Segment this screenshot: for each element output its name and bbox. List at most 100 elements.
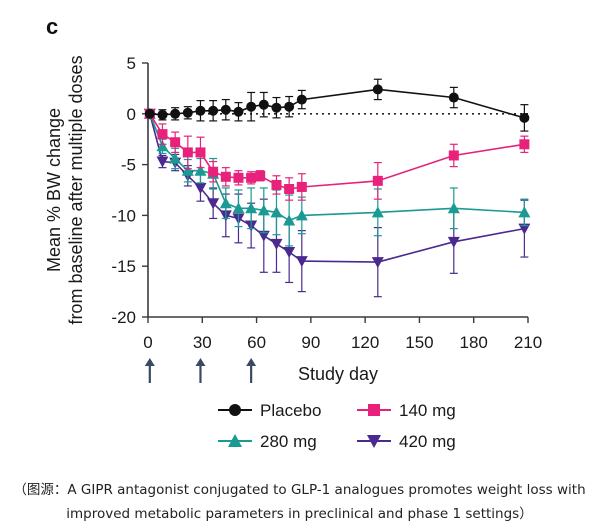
data-point — [182, 107, 193, 118]
data-point — [448, 92, 459, 103]
data-point — [270, 206, 283, 218]
data-point — [368, 404, 380, 416]
data-point — [144, 108, 155, 119]
series-line — [149, 113, 525, 263]
data-point — [295, 209, 308, 221]
series-line — [149, 113, 525, 190]
legend-entry: 280 mg — [218, 432, 317, 451]
data-point — [169, 152, 182, 164]
data-point — [194, 182, 207, 194]
data-point — [219, 197, 232, 209]
data-point — [233, 106, 244, 117]
data-point — [371, 257, 384, 269]
y-axis-title-line-1: Mean % BW change — [44, 108, 64, 272]
data-point — [157, 129, 168, 140]
y-tick-label: -15 — [111, 257, 136, 276]
y-tick-label: 0 — [127, 105, 136, 124]
dose-arrow — [246, 358, 257, 383]
x-tick-label: 60 — [247, 333, 266, 352]
data-point — [372, 175, 383, 186]
data-point — [181, 164, 194, 176]
x-tick-label: 0 — [143, 333, 152, 352]
data-point — [257, 204, 270, 216]
data-point — [271, 179, 282, 190]
data-point — [371, 206, 384, 218]
series-placebo — [144, 78, 530, 132]
data-point — [208, 166, 219, 177]
data-point — [295, 256, 308, 268]
data-point — [208, 105, 219, 116]
data-point — [296, 181, 307, 192]
data-point — [519, 112, 530, 123]
legend-label: 420 mg — [399, 432, 456, 451]
series-line — [149, 88, 525, 119]
x-tick-label: 150 — [405, 333, 433, 352]
data-point — [372, 84, 383, 95]
legend-entry: 140 mg — [357, 401, 456, 420]
legend: Placebo 140 mg 280 mg 420 mg — [218, 401, 456, 451]
legend-label: 280 mg — [260, 432, 317, 451]
data-point — [296, 94, 307, 105]
weight-change-chart: c Mean % BW change from baseline after m… — [44, 14, 542, 451]
y-tick-label: -5 — [121, 156, 136, 175]
data-point — [270, 238, 283, 250]
data-point — [156, 156, 169, 168]
dose-arrow-head — [195, 358, 206, 366]
series-280-mg — [143, 107, 531, 247]
legend-label: Placebo — [260, 401, 321, 420]
data-point — [195, 147, 206, 158]
data-point — [232, 202, 245, 214]
data-point — [283, 214, 296, 226]
series-140-mg — [144, 108, 530, 201]
y-tick-label: -20 — [111, 308, 136, 327]
caption-line-1: （图源：A GIPR antagonist conjugated to GLP-… — [13, 482, 586, 498]
data-point — [195, 105, 206, 116]
y-axis-title: Mean % BW change from baseline after mul… — [44, 55, 86, 324]
data-point — [284, 183, 295, 194]
data-point — [156, 140, 169, 152]
plot-area — [143, 78, 531, 298]
dose-markers — [144, 358, 257, 383]
figure-caption: （图源：A GIPR antagonist conjugated to GLP-… — [0, 478, 599, 526]
data-point — [246, 172, 257, 183]
data-point — [182, 147, 193, 158]
data-point — [518, 206, 531, 218]
data-point — [258, 99, 269, 110]
legend-entry: 420 mg — [357, 432, 456, 451]
y-tick-label: -10 — [111, 206, 136, 225]
data-point — [194, 164, 207, 176]
data-point — [233, 172, 244, 183]
data-point — [229, 404, 241, 416]
data-point — [518, 223, 531, 235]
data-point — [283, 246, 296, 258]
data-point — [220, 171, 231, 182]
x-tick-label: 120 — [351, 333, 379, 352]
data-point — [245, 202, 258, 214]
data-point — [255, 170, 266, 181]
data-point — [207, 198, 220, 210]
x-tick-label: 210 — [514, 333, 542, 352]
data-point — [170, 137, 181, 148]
data-point — [271, 102, 282, 113]
data-point — [228, 434, 242, 447]
data-point — [246, 101, 257, 112]
data-point — [157, 109, 168, 120]
data-point — [447, 202, 460, 214]
x-tick-label: 30 — [193, 333, 212, 352]
x-tick-label: 180 — [460, 333, 488, 352]
data-point — [448, 150, 459, 161]
data-point — [220, 104, 231, 115]
dose-arrow-head — [144, 358, 155, 366]
legend-label: 140 mg — [399, 401, 456, 420]
x-axis-title: Study day — [298, 364, 378, 384]
series-line — [149, 113, 525, 222]
legend-entry: Placebo — [218, 401, 321, 420]
data-point — [367, 435, 381, 448]
dose-arrow-head — [246, 358, 257, 366]
caption-line-2: improved metabolic parameters in preclin… — [66, 506, 533, 522]
y-axis-title-line-2: from baseline after multiple doses — [66, 55, 86, 324]
data-point — [284, 101, 295, 112]
data-point — [170, 108, 181, 119]
x-tick-label: 90 — [301, 333, 320, 352]
dose-arrow — [144, 358, 155, 383]
